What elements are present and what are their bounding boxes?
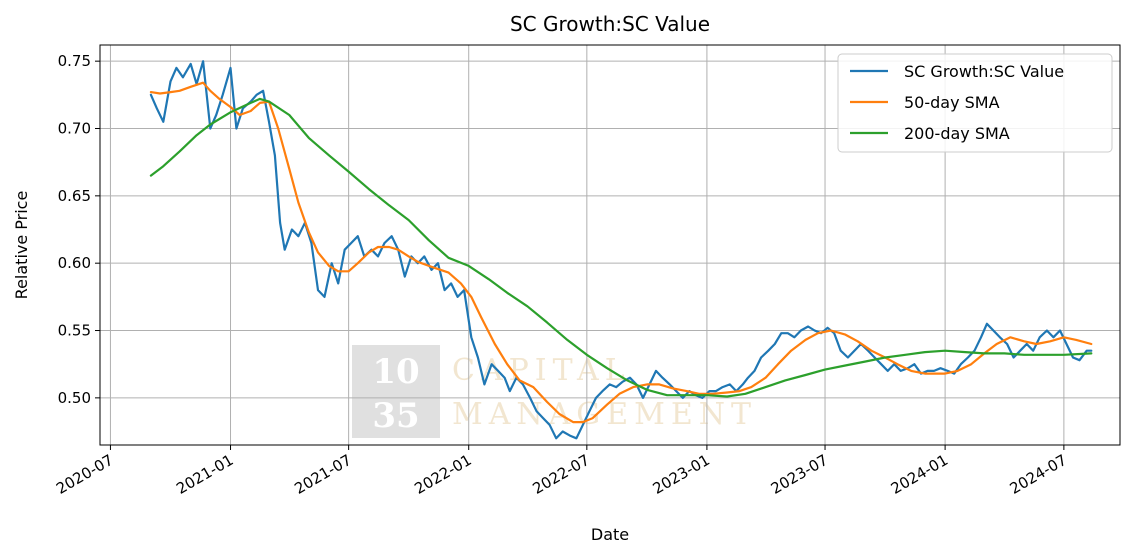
y-tick-label: 0.75 [58, 52, 91, 70]
x-axis: 2020-07 2021-01 2021-07 2022-01 2022-07 2023-… [53, 445, 1070, 498]
series-layer [149, 60, 1093, 440]
x-tick-label: 2024-01 [888, 451, 951, 498]
series-line-sc-growth-sc-value [149, 60, 1093, 440]
plot-frame [99, 44, 1121, 446]
legend-label-50-day-sma: 50-day SMA [904, 93, 1000, 112]
y-tick-label: 0.65 [58, 187, 91, 205]
y-tick-label: 0.70 [58, 120, 91, 138]
legend-label-200-day-sma: 200-day SMA [904, 124, 1010, 143]
y-axis: 0.50 0.55 0.60 0.65 0.70 0.75 [58, 52, 100, 407]
x-tick-label: 2024-07 [1007, 451, 1070, 498]
series-line-200-day-sma [149, 97, 1093, 398]
x-tick-label: 2022-07 [530, 451, 593, 498]
x-tick-label: 2023-01 [650, 451, 713, 498]
y-tick-label: 0.60 [58, 254, 91, 272]
watermark-number-top: 10 [372, 352, 419, 392]
x-tick-label: 2023-07 [768, 451, 831, 498]
y-axis-title: Relative Price [12, 191, 31, 300]
x-tick-label: 2022-01 [411, 451, 474, 498]
chart-title: SC Growth:SC Value [510, 12, 710, 36]
x-tick-label: 2021-01 [173, 451, 236, 498]
watermark: 10 35 CAPITAL MANAGEMENT [352, 345, 757, 438]
legend-box [837, 53, 1113, 153]
x-tick-label: 2020-07 [53, 451, 116, 498]
legend: SC Growth:SC Value 50-day SMA 200-day SM… [837, 53, 1113, 153]
legend-label-sc-growth: SC Growth:SC Value [904, 62, 1064, 81]
watermark-box [352, 345, 440, 438]
watermark-word-bottom: MANAGEMENT [452, 397, 757, 432]
x-tick-label: 2021-07 [291, 451, 354, 498]
y-tick-label: 0.55 [58, 322, 91, 340]
watermark-number-bottom: 35 [372, 396, 419, 436]
y-tick-label: 0.50 [58, 389, 91, 407]
series-line-50-day-sma [149, 81, 1093, 424]
x-axis-title: Date [591, 525, 629, 544]
